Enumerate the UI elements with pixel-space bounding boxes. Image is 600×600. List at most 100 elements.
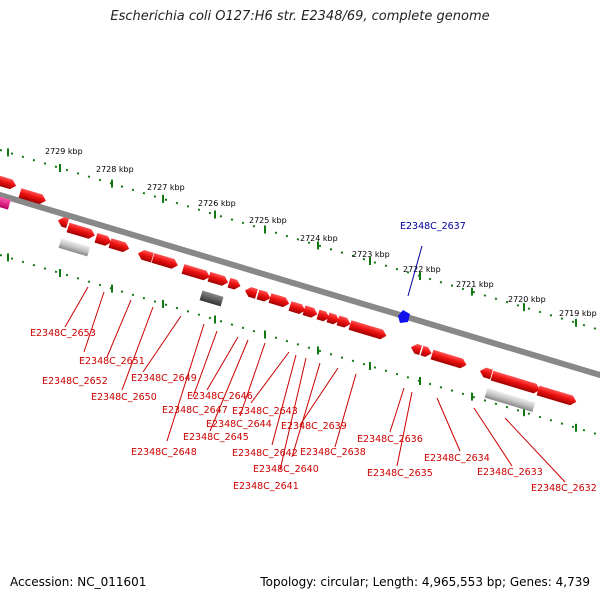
gene-label[interactable]: E2348C_2639 — [281, 421, 347, 432]
gene-arrow[interactable] — [420, 345, 433, 358]
gene-arrow[interactable] — [326, 312, 341, 326]
gene-arrow[interactable] — [410, 343, 423, 355]
gene-label[interactable]: E2348C_2649 — [131, 373, 197, 384]
gene-label[interactable]: E2348C_2651 — [79, 356, 145, 367]
ruler-inner-dot — [527, 412, 531, 415]
gene-arrow[interactable] — [288, 301, 307, 315]
ruler-inner-dot — [219, 320, 223, 323]
leader-line — [106, 299, 132, 358]
pseudogene-box[interactable] — [484, 388, 536, 412]
kbp-label: 2729 kbp — [45, 147, 83, 156]
gene-features[interactable] — [0, 174, 578, 412]
gene-arrow[interactable] — [302, 305, 319, 319]
ruler-inner-dot — [175, 306, 179, 310]
gene-label[interactable]: E2348C_2646 — [187, 391, 253, 402]
leader-line — [142, 315, 182, 373]
gene-arrow[interactable] — [244, 286, 258, 299]
gene-arrow[interactable] — [66, 222, 97, 241]
ruler-outer-dot — [21, 155, 25, 159]
kbp-label: 2725 kbp — [249, 216, 287, 225]
gene-arrow[interactable] — [490, 370, 542, 395]
ruler-inner-dot — [428, 382, 432, 386]
ruler-inner-dot — [318, 349, 322, 353]
kbp-label: 2726 kbp — [198, 199, 236, 208]
gene-arrow[interactable] — [227, 277, 242, 291]
ruler-inner-dot — [98, 283, 102, 287]
ruler-inner-dot — [285, 339, 289, 343]
gene-label[interactable]: E2348C_2642 — [232, 448, 298, 459]
ruler-outer-dot — [197, 208, 201, 211]
leader-line — [334, 373, 357, 448]
gene-arrow[interactable] — [207, 271, 230, 287]
leader-line — [250, 351, 290, 404]
ruler-inner-dot — [54, 270, 58, 274]
gene-labels[interactable]: E2348C_2653 E2348C_2652 E2348C_2651 E2348C_… — [30, 221, 597, 494]
gene-label[interactable]: E2348C_2638 — [300, 447, 366, 458]
pseudogene-box[interactable] — [58, 238, 91, 257]
kbp-ruler-inner — [0, 253, 597, 435]
gene-arrow[interactable] — [94, 233, 113, 247]
gene-arrow[interactable] — [316, 309, 331, 323]
gene-label[interactable]: E2348C_2653 — [30, 328, 96, 339]
gene-label[interactable]: E2348C_2643 — [232, 406, 298, 417]
ruler-inner-dot — [0, 254, 3, 257]
gene-label[interactable]: E2348C_2644 — [206, 419, 272, 430]
ruler-outer-dot — [230, 218, 234, 221]
ruler-outer-dot — [439, 281, 443, 284]
ruler-outer-dot — [76, 172, 80, 175]
highlight-gene-arrow[interactable] — [398, 310, 410, 323]
ruler-inner-dot — [65, 273, 69, 277]
ruler-outer-dot — [593, 327, 597, 330]
gene-arrow[interactable] — [18, 188, 48, 205]
gene-label[interactable]: E2348C_2632 — [531, 483, 597, 494]
ruler-outer-dot — [549, 314, 553, 317]
ruler-outer-dot — [274, 231, 278, 235]
ruler-inner-dot — [483, 399, 487, 402]
ruler-outer-dot — [461, 287, 465, 291]
gene-label[interactable]: E2348C_2647 — [162, 405, 228, 416]
ruler-outer-dot — [384, 264, 388, 268]
gene-arrow[interactable] — [268, 293, 291, 308]
gene-arrow[interactable] — [57, 216, 70, 229]
gene-label[interactable]: E2348C_2640 — [253, 464, 319, 475]
feature-box[interactable] — [0, 195, 11, 210]
gene-label[interactable]: E2348C_2650 — [91, 392, 157, 403]
gene-label[interactable]: E2348C_2645 — [183, 432, 249, 443]
ruler-outer-dot — [285, 234, 289, 238]
highlight-gene-label[interactable]: E2348C_2637 — [400, 221, 466, 232]
gene-arrow[interactable] — [108, 238, 131, 253]
ruler-outer-dot — [87, 175, 91, 178]
feature-box[interactable] — [199, 290, 224, 307]
gene-label[interactable]: E2348C_2636 — [357, 434, 423, 445]
ruler-inner-dot — [505, 405, 509, 409]
ruler-inner-dot — [76, 277, 80, 280]
kbp-label: 2719 kbp — [559, 309, 597, 318]
gene-label[interactable]: E2348C_2633 — [477, 467, 543, 478]
leader-line — [504, 417, 566, 483]
gene-arrow[interactable] — [479, 366, 493, 380]
ruler-outer-dot — [373, 261, 377, 264]
gene-label[interactable]: E2348C_2648 — [131, 447, 197, 458]
gene-label[interactable]: E2348C_2635 — [367, 468, 433, 479]
ruler-outer-dot — [560, 317, 564, 320]
ruler-outer-dot — [505, 300, 509, 304]
gene-arrow[interactable] — [348, 320, 388, 340]
gene-label[interactable]: E2348C_2652 — [42, 376, 108, 387]
leader-line — [291, 362, 321, 458]
gene-label[interactable]: E2348C_2641 — [233, 481, 299, 492]
gene-arrow[interactable] — [0, 174, 18, 191]
ruler-inner-dot — [560, 422, 564, 425]
gene-label[interactable]: E2348C_2634 — [424, 453, 490, 464]
kbp-label: 2720 kbp — [508, 295, 546, 304]
gene-arrow[interactable] — [137, 249, 154, 263]
ruler-inner-dot — [593, 432, 597, 435]
ruler-inner-dot — [274, 336, 278, 340]
gene-arrow[interactable] — [430, 349, 468, 370]
gene-arrow[interactable] — [151, 253, 180, 270]
gene-arrow[interactable] — [181, 264, 212, 282]
gene-arrow[interactable] — [336, 315, 352, 329]
accession-text: Accession: NC_011601 — [10, 575, 147, 589]
gene-arrow[interactable] — [256, 289, 272, 303]
gene-arrow[interactable] — [536, 385, 578, 407]
